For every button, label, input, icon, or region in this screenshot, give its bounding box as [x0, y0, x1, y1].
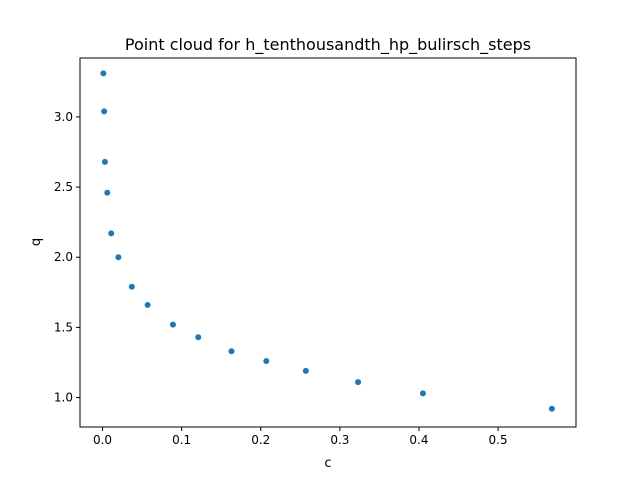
data-point-6 — [128, 283, 135, 290]
x-tick-label: 0.2 — [251, 433, 270, 447]
data-point-5 — [115, 254, 122, 261]
y-axis-ticks: 1.0 1.5 2.0 2.5 3.0 — [54, 110, 80, 405]
data-point-3 — [104, 189, 111, 196]
x-tick-label: 0.3 — [330, 433, 349, 447]
data-point-13 — [355, 379, 362, 386]
chart-title: Point cloud for h_tenthousandth_hp_bulir… — [125, 35, 531, 55]
y-tick-label: 2.5 — [54, 180, 73, 194]
data-point-2 — [101, 158, 108, 165]
data-point-10 — [228, 348, 235, 355]
data-point-14 — [419, 390, 426, 397]
x-tick-label: 0.4 — [409, 433, 428, 447]
data-point-12 — [302, 367, 309, 374]
axes-frame — [79, 57, 577, 428]
data-point-0 — [100, 70, 107, 77]
x-axis-ticks: 0.0 0.1 0.2 0.3 0.4 0.5 — [93, 427, 508, 447]
data-points — [100, 70, 555, 412]
data-point-8 — [169, 321, 176, 328]
y-axis-label: q — [29, 238, 44, 246]
x-tick-label: 0.5 — [489, 433, 508, 447]
x-axis-label: c — [324, 456, 331, 471]
y-tick-label: 1.0 — [54, 391, 73, 405]
data-point-7 — [144, 301, 151, 308]
data-point-4 — [108, 230, 115, 237]
y-tick-label: 1.5 — [54, 320, 73, 334]
data-point-9 — [195, 334, 202, 341]
data-point-11 — [263, 358, 270, 365]
data-point-1 — [101, 108, 108, 115]
data-point-15 — [548, 405, 555, 412]
x-tick-label: 0.1 — [172, 433, 191, 447]
y-tick-label: 3.0 — [54, 110, 73, 124]
x-tick-label: 0.0 — [93, 433, 112, 447]
y-tick-label: 2.0 — [54, 250, 73, 264]
